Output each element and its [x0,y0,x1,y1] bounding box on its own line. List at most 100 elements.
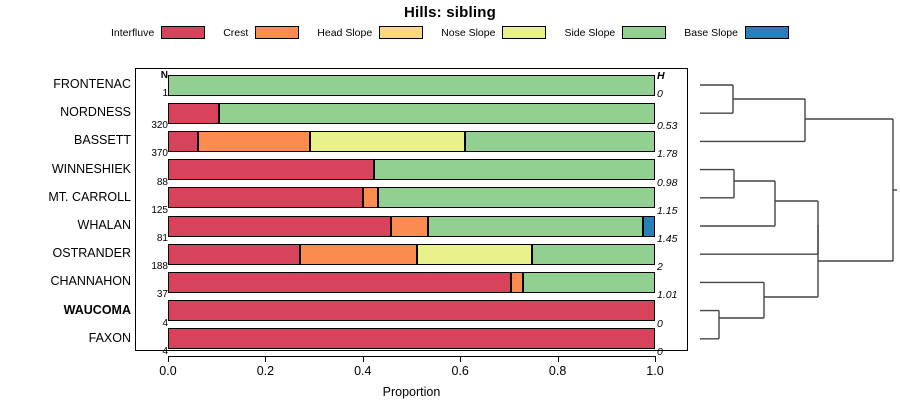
bar-row[interactable] [168,271,655,293]
y-axis-label-ostrander: OSTRANDER [52,246,131,261]
stacked-bars [168,68,655,351]
bar-segment[interactable] [510,271,524,293]
n-value: 37 [156,289,168,301]
legend-item-label: Base Slope [684,26,738,39]
x-axis-tick-label: 1.0 [646,364,664,378]
x-axis-tick-label: 0.2 [256,364,275,378]
x-axis-tick [362,356,364,362]
bar-segment[interactable] [391,215,428,237]
legend-item[interactable]: Interfluve [111,26,206,39]
x-axis-tick [265,356,267,362]
bar-segment[interactable] [373,159,655,181]
bar-segment[interactable] [427,215,644,237]
bar-row[interactable] [168,159,655,181]
n-value: 1 [162,88,168,99]
bar-segment[interactable] [168,74,655,96]
h-column: H 0 0.53 1.78 0.98 1.15 1.45 2 1.01 0 0 [657,68,691,357]
legend-item-label: Interfluve [111,26,155,39]
x-axis-line [168,356,655,357]
legend-swatch [502,26,547,39]
bar-segment[interactable] [168,215,392,237]
h-value: 0.53 [657,120,678,133]
y-axis-label-channahon: CHANNAHON [50,274,131,289]
y-axis-label-nordness: NORDNESS [60,105,131,120]
h-value: 0 [657,88,663,100]
x-axis-tick-label: 0.6 [451,364,469,378]
bar-row[interactable] [168,130,655,152]
n-value: 320 [151,120,168,132]
y-axis-label-mt-carroll: MT. CARROLL [48,189,131,204]
x-axis-tick-label: 0.8 [548,364,567,378]
bar-segment[interactable] [168,102,220,124]
bar-segment[interactable] [168,130,199,152]
h-value: 0.98 [657,176,678,189]
legend-swatch [379,26,424,39]
h-value: 2 [657,261,663,274]
bar-segment[interactable] [523,271,655,293]
y-axis-label-faxon: FAXON [88,330,131,345]
dendrogram [700,84,897,340]
legend-item[interactable]: Crest [223,26,300,39]
legend-item[interactable]: Head Slope [317,26,424,39]
bar-row[interactable] [168,300,655,322]
y-axis-label-frontenac: FRONTENAC [53,77,131,91]
x-axis-tick [460,356,462,362]
legend-item-label: Crest [223,26,249,39]
bar-segment[interactable] [219,102,655,124]
n-column-header: N [160,70,168,81]
bar-segment[interactable] [168,271,511,293]
bar-segment[interactable] [363,187,378,209]
legend-item-label: Side Slope [564,26,616,39]
n-value: 370 [151,148,168,160]
bar-row[interactable] [168,243,655,265]
bar-segment[interactable] [465,130,655,152]
bar-segment[interactable] [168,328,655,350]
page-title: Hills: sibling [404,4,496,21]
h-value: 1.45 [657,233,678,245]
y-axis-label-whalan: WHALAN [77,218,131,232]
bar-segment[interactable] [168,300,655,322]
x-axis-tick [557,356,559,362]
h-value: 1.15 [657,204,678,217]
legend: Interfluve Crest Head Slope Nose Slope Side … [0,26,900,39]
bar-segment[interactable] [300,243,418,265]
n-value: 88 [156,176,168,188]
bar-segment[interactable] [532,243,655,265]
h-value: 1.01 [657,289,678,302]
bar-segment[interactable] [417,243,533,265]
y-axis-label-winneshiek: WINNESHIEK [51,161,131,176]
bar-segment[interactable] [377,187,655,209]
y-axis-labels: FRONTENAC NORDNESS BASSETT WINNESHIEK MT. CA… [0,68,131,351]
legend-item[interactable]: Side Slope [564,26,667,39]
legend-swatch [744,26,789,39]
legend-item-label: Head Slope [317,26,373,39]
bar-segment[interactable] [168,243,301,265]
x-axis-tick [655,356,656,362]
bar-segment[interactable] [198,130,311,152]
n-value: 188 [151,261,168,273]
bar-row[interactable] [168,215,655,237]
legend-item-label: Nose Slope [441,26,496,39]
x-axis-tick [168,356,169,362]
legend-item[interactable]: Nose Slope [441,26,547,39]
bar-row[interactable] [168,187,655,209]
legend-item[interactable]: Base Slope [684,26,789,39]
x-axis-title: Proportion [382,385,441,399]
legend-swatch [622,26,667,39]
h-value: 1.78 [657,148,678,161]
n-value: 125 [151,204,168,216]
n-value: 4 [162,317,168,329]
bar-segment[interactable] [168,187,364,209]
bar-row[interactable] [168,328,655,350]
n-value: 81 [156,233,168,244]
n-column: N 1 320 370 88 125 81 188 37 4 4 [137,68,168,357]
bar-row[interactable] [168,102,655,124]
bar-segment[interactable] [310,130,466,152]
legend-swatch [161,26,206,39]
x-axis-tick-label: 0.4 [354,364,372,378]
n-value: 4 [162,345,168,357]
bar-row[interactable] [168,74,655,96]
bar-segment[interactable] [168,159,374,181]
bar-segment[interactable] [643,215,655,237]
